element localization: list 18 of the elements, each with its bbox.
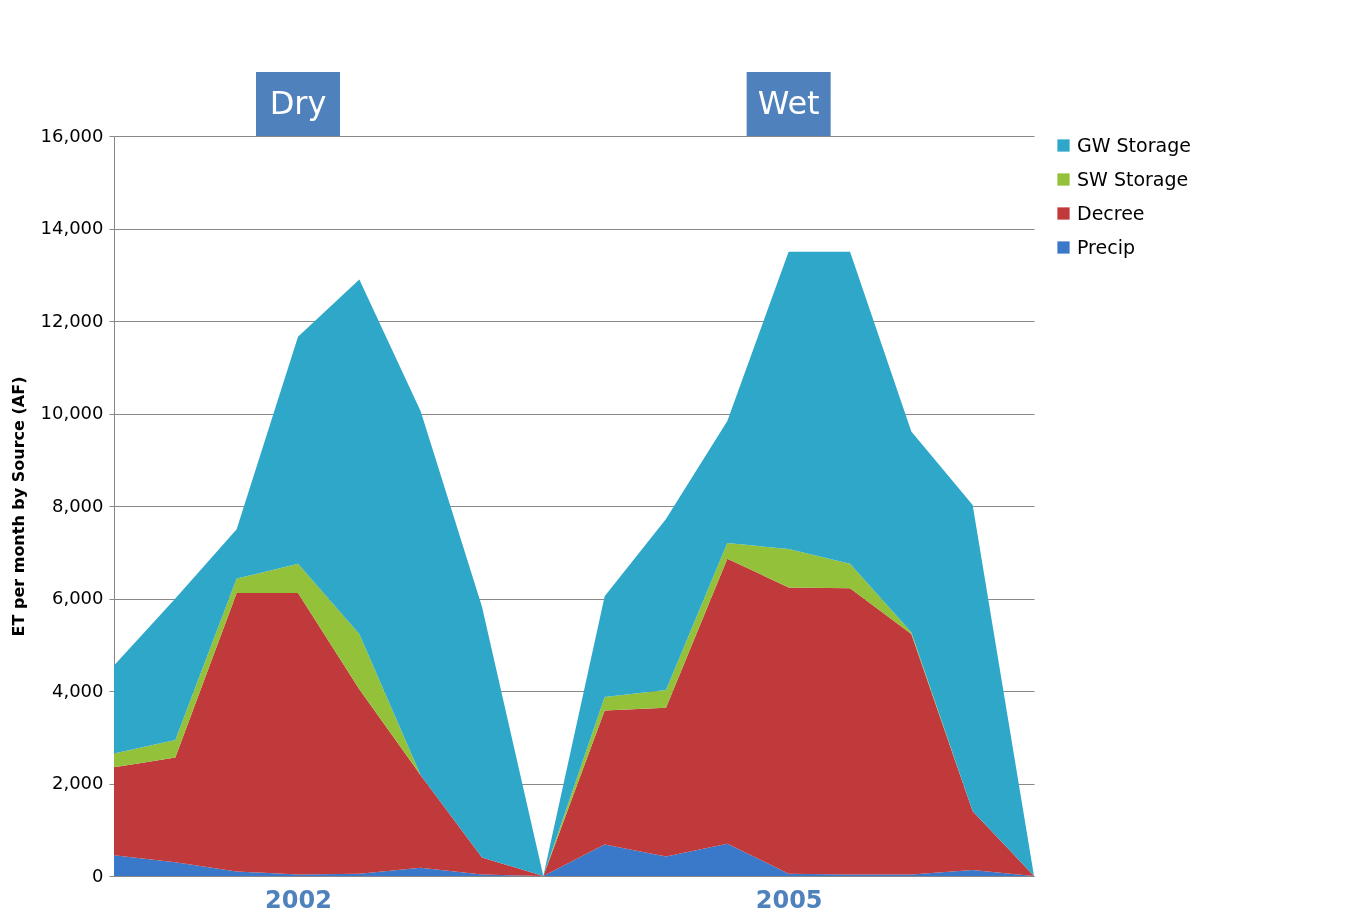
- text: Dry: [269, 84, 327, 122]
- x-tick-label: 2005: [755, 885, 823, 914]
- y-tick-label: 10,000: [40, 402, 104, 423]
- x-tick-label: 2002: [265, 885, 332, 914]
- legend-label: Decree: [1077, 201, 1145, 224]
- y-tick-label: 2,000: [51, 772, 104, 793]
- y-axis-title: ET per month by Source (AF): [8, 376, 28, 637]
- y-tick-label: 4,000: [51, 679, 104, 701]
- y-tick-label: 0: [92, 864, 104, 886]
- text: Wet: [757, 84, 820, 122]
- y-tick-label: 16,000: [40, 124, 104, 146]
- y-tick-label: 6,000: [51, 587, 104, 608]
- legend-label: Precip: [1077, 235, 1135, 258]
- legend-label: GW Storage: [1077, 133, 1191, 156]
- y-tick-label: 12,000: [40, 309, 104, 331]
- y-tick-label: 14,000: [40, 217, 104, 238]
- y-tick-label: 8,000: [51, 494, 104, 516]
- legend-label: SW Storage: [1077, 167, 1189, 190]
